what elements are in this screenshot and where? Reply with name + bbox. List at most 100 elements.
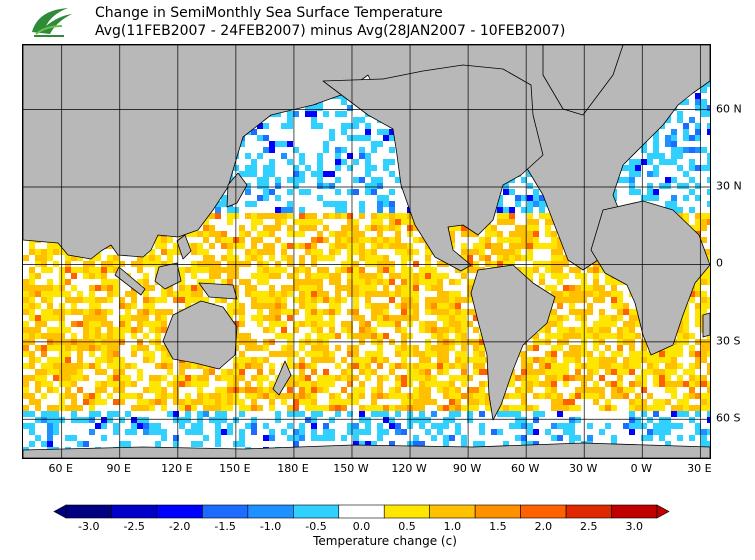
anomaly-cell (137, 315, 143, 321)
anomaly-cell (395, 387, 401, 393)
anomaly-cell (155, 393, 161, 399)
anomaly-cell (461, 375, 467, 381)
anomaly-cell (641, 435, 647, 441)
anomaly-cell (335, 213, 341, 219)
anomaly-cell (521, 393, 527, 399)
anomaly-cell (209, 399, 215, 405)
anomaly-cell (515, 375, 521, 381)
anomaly-cell (335, 201, 341, 207)
anomaly-cell (419, 399, 425, 405)
anomaly-cell (653, 135, 659, 141)
anomaly-cell (455, 399, 461, 405)
anomaly-cell (353, 261, 359, 267)
anomaly-cell (365, 363, 371, 369)
anomaly-cell (341, 369, 347, 375)
anomaly-cell (323, 381, 329, 387)
anomaly-cell (155, 237, 161, 243)
anomaly-cell (323, 321, 329, 327)
anomaly-cell (605, 321, 611, 327)
anomaly-cell (311, 123, 317, 129)
anomaly-cell (359, 243, 365, 249)
anomaly-cell (155, 423, 161, 429)
anomaly-cell (227, 255, 233, 261)
anomaly-cell (629, 309, 635, 315)
anomaly-cell (299, 213, 305, 219)
anomaly-cell (353, 285, 359, 291)
anomaly-cell (263, 195, 269, 201)
anomaly-cell (521, 399, 527, 405)
anomaly-cell (287, 357, 293, 363)
anomaly-cell (593, 297, 599, 303)
anomaly-cell (515, 411, 521, 417)
anomaly-cell (335, 393, 341, 399)
anomaly-cell (257, 369, 263, 375)
anomaly-cell (575, 375, 581, 381)
anomaly-cell (71, 333, 77, 339)
anomaly-cell (119, 381, 125, 387)
anomaly-cell (203, 393, 209, 399)
anomaly-cell (299, 321, 305, 327)
anomaly-cell (23, 375, 29, 381)
anomaly-cell (671, 153, 677, 159)
anomaly-cell (623, 321, 629, 327)
anomaly-cell (95, 381, 101, 387)
anomaly-cell (359, 117, 365, 123)
colorbar-swatch (565, 504, 612, 519)
anomaly-cell (419, 237, 425, 243)
anomaly-cell (347, 375, 353, 381)
anomaly-cell (119, 387, 125, 393)
anomaly-cell (485, 399, 491, 405)
anomaly-cell (299, 171, 305, 177)
anomaly-cell (305, 333, 311, 339)
anomaly-cell (599, 363, 605, 369)
anomaly-cell (557, 267, 563, 273)
anomaly-cell (635, 351, 641, 357)
anomaly-cell (425, 321, 431, 327)
anomaly-cell (425, 279, 431, 285)
anomaly-cell (263, 177, 269, 183)
anomaly-cell (635, 423, 641, 429)
anomaly-cell (347, 279, 353, 285)
anomaly-cell (287, 375, 293, 381)
anomaly-cell (437, 405, 443, 411)
longitude-label: 90 E (106, 462, 131, 475)
latitude-label: 30 S (716, 334, 741, 348)
anomaly-cell (299, 261, 305, 267)
anomaly-cell (221, 267, 227, 273)
anomaly-cell (221, 387, 227, 393)
anomaly-cell (677, 345, 683, 351)
anomaly-cell (119, 261, 125, 267)
anomaly-cell (647, 159, 653, 165)
anomaly-cell (239, 399, 245, 405)
anomaly-cell (305, 243, 311, 249)
anomaly-cell (89, 315, 95, 321)
anomaly-cell (215, 237, 221, 243)
anomaly-cell (125, 327, 131, 333)
anomaly-cell (275, 141, 281, 147)
anomaly-cell (143, 429, 149, 435)
anomaly-cell (167, 357, 173, 363)
anomaly-cell (275, 237, 281, 243)
anomaly-cell (23, 363, 29, 369)
anomaly-cell (353, 237, 359, 243)
anomaly-cell (449, 327, 455, 333)
anomaly-cell (137, 309, 143, 315)
anomaly-cell (359, 273, 365, 279)
anomaly-cell (371, 285, 377, 291)
anomaly-cell (311, 303, 317, 309)
anomaly-cell (191, 267, 197, 273)
anomaly-cell (395, 177, 401, 183)
anomaly-cell (671, 129, 677, 135)
anomaly-cell (239, 231, 245, 237)
anomaly-cell (671, 159, 677, 165)
anomaly-cell (563, 333, 569, 339)
anomaly-cell (611, 315, 617, 321)
anomaly-cell (449, 417, 455, 423)
anomaly-cell (329, 183, 335, 189)
anomaly-cell (599, 327, 605, 333)
anomaly-cell (371, 255, 377, 261)
anomaly-cell (569, 393, 575, 399)
anomaly-cell (461, 441, 467, 447)
anomaly-cell (107, 255, 113, 261)
anomaly-cell (431, 363, 437, 369)
